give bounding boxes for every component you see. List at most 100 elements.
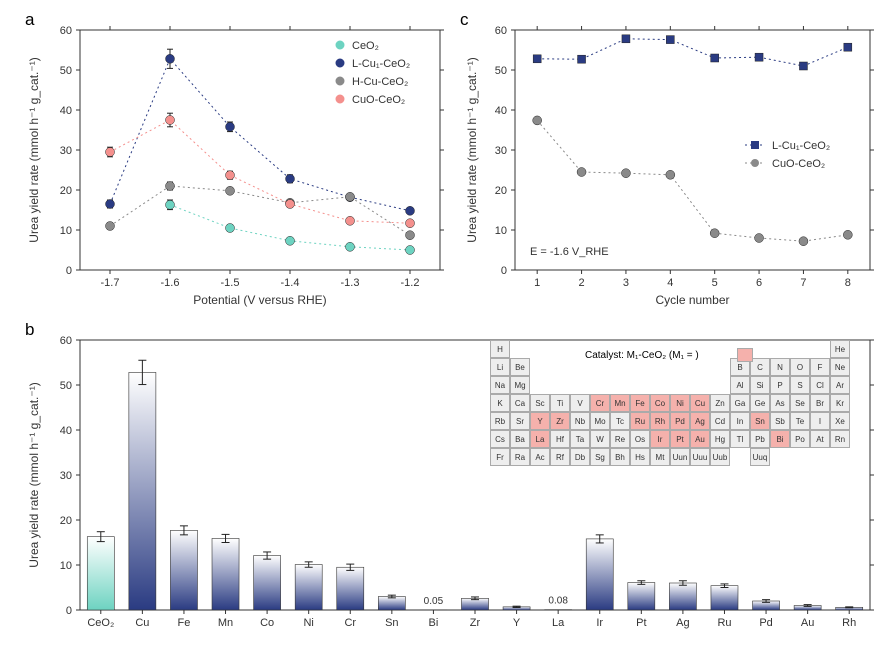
pt-cell-sg: Sg [590, 448, 610, 466]
pt-cell-pt: Pt [670, 430, 690, 448]
pt-cell-cr: Cr [590, 394, 610, 412]
pt-cell-al: Al [730, 376, 750, 394]
pt-cell-i: I [810, 412, 830, 430]
svg-text:-1.2: -1.2 [401, 277, 420, 289]
pt-cell-cu: Cu [690, 394, 710, 412]
pt-cell-rb: Rb [490, 412, 510, 430]
svg-text:50: 50 [495, 65, 507, 77]
svg-text:Urea yield rate (mmol h⁻¹ g_ca: Urea yield rate (mmol h⁻¹ g_cat.⁻¹) [27, 382, 41, 567]
pt-cell-mg: Mg [510, 376, 530, 394]
svg-text:Zr: Zr [470, 617, 481, 629]
pt-cell-os: Os [630, 430, 650, 448]
svg-text:Potential (V versus RHE): Potential (V versus RHE) [193, 293, 326, 307]
pt-cell-cd: Cd [710, 412, 730, 430]
pt-cell-sc: Sc [530, 394, 550, 412]
svg-text:Cycle number: Cycle number [655, 293, 729, 307]
svg-text:-1.5: -1.5 [221, 277, 240, 289]
pt-cell-as: As [770, 394, 790, 412]
pt-cell-xe: Xe [830, 412, 850, 430]
pt-cell-ti: Ti [550, 394, 570, 412]
pt-cell-si: Si [750, 376, 770, 394]
pt-cell-uuq: Uuq [750, 448, 770, 466]
svg-text:Ag: Ag [676, 617, 689, 629]
pt-cell-mo: Mo [590, 412, 610, 430]
svg-text:40: 40 [495, 105, 507, 117]
pt-cell-p: P [770, 376, 790, 394]
svg-text:20: 20 [495, 185, 507, 197]
pt-cell-f: F [810, 358, 830, 376]
pt-cell-li: Li [490, 358, 510, 376]
svg-text:40: 40 [60, 425, 72, 437]
pt-cell-cl: Cl [810, 376, 830, 394]
svg-text:6: 6 [756, 277, 762, 289]
pt-cell-fr: Fr [490, 448, 510, 466]
pt-cell-zr: Zr [550, 412, 570, 430]
pt-cell-sn: Sn [750, 412, 770, 430]
svg-text:Pt: Pt [636, 617, 646, 629]
svg-text:30: 30 [495, 145, 507, 157]
svg-text:Y: Y [513, 617, 521, 629]
svg-text:L-Cu₁-CeO₂: L-Cu₁-CeO₂ [352, 58, 410, 70]
pt-cell-bi: Bi [770, 430, 790, 448]
svg-text:Mn: Mn [218, 617, 233, 629]
svg-text:CeO₂: CeO₂ [87, 617, 114, 629]
pt-cell-po: Po [790, 430, 810, 448]
svg-text:Bi: Bi [429, 617, 439, 629]
svg-text:10: 10 [60, 225, 72, 237]
svg-text:30: 30 [60, 470, 72, 482]
svg-text:Rh: Rh [842, 617, 856, 629]
svg-text:L-Cu₁-CeO₂: L-Cu₁-CeO₂ [772, 140, 830, 152]
pt-cell-pb: Pb [750, 430, 770, 448]
panel-a-label: a [25, 10, 34, 30]
svg-text:CuO-CeO₂: CuO-CeO₂ [352, 94, 405, 106]
svg-text:H-Cu-CeO₂: H-Cu-CeO₂ [352, 76, 408, 88]
pt-cell-hg: Hg [710, 430, 730, 448]
pt-cell-rh: Rh [650, 412, 670, 430]
pt-cell-la: La [530, 430, 550, 448]
pt-cell-sb: Sb [770, 412, 790, 430]
pt-cell-cs: Cs [490, 430, 510, 448]
pt-cell-k: K [490, 394, 510, 412]
svg-text:Au: Au [801, 617, 814, 629]
svg-text:20: 20 [60, 515, 72, 527]
pt-cell-au: Au [690, 430, 710, 448]
svg-text:7: 7 [800, 277, 806, 289]
pt-cell-kr: Kr [830, 394, 850, 412]
svg-text:5: 5 [712, 277, 718, 289]
svg-text:E = -1.6 V_RHE: E = -1.6 V_RHE [530, 246, 609, 258]
pt-cell-ra: Ra [510, 448, 530, 466]
svg-text:40: 40 [60, 105, 72, 117]
svg-text:10: 10 [60, 560, 72, 572]
svg-text:60: 60 [60, 25, 72, 37]
pt-cell-uub: Uub [710, 448, 730, 466]
pt-cell-uun: Uun [670, 448, 690, 466]
pt-cell-ir: Ir [650, 430, 670, 448]
svg-text:Cu: Cu [135, 617, 149, 629]
pt-cell-he: He [830, 340, 850, 358]
pt-cell-ru: Ru [630, 412, 650, 430]
svg-text:CuO-CeO₂: CuO-CeO₂ [772, 158, 825, 170]
svg-text:0: 0 [66, 265, 72, 277]
svg-text:0.08: 0.08 [548, 596, 568, 607]
pt-cell-ca: Ca [510, 394, 530, 412]
svg-text:50: 50 [60, 65, 72, 77]
svg-text:50: 50 [60, 380, 72, 392]
svg-text:Co: Co [260, 617, 274, 629]
svg-text:CeO₂: CeO₂ [352, 40, 379, 52]
svg-text:0.05: 0.05 [424, 596, 444, 607]
pt-cell-ar: Ar [830, 376, 850, 394]
svg-text:10: 10 [495, 225, 507, 237]
pt-cell-mn: Mn [610, 394, 630, 412]
pt-cell-y: Y [530, 412, 550, 430]
pt-cell-hs: Hs [630, 448, 650, 466]
svg-text:La: La [552, 617, 565, 629]
pt-cell-nb: Nb [570, 412, 590, 430]
periodic-table-inset: HHeLiBeBCNOFNeNaMgAlSiPSClArKCaScTiVCrMn… [490, 340, 870, 490]
svg-text:Fe: Fe [178, 617, 191, 629]
pt-cell-bh: Bh [610, 448, 630, 466]
pt-cell-h: H [490, 340, 510, 358]
pt-cell-te: Te [790, 412, 810, 430]
pt-cell-ba: Ba [510, 430, 530, 448]
pt-cell-ta: Ta [570, 430, 590, 448]
svg-text:0: 0 [501, 265, 507, 277]
